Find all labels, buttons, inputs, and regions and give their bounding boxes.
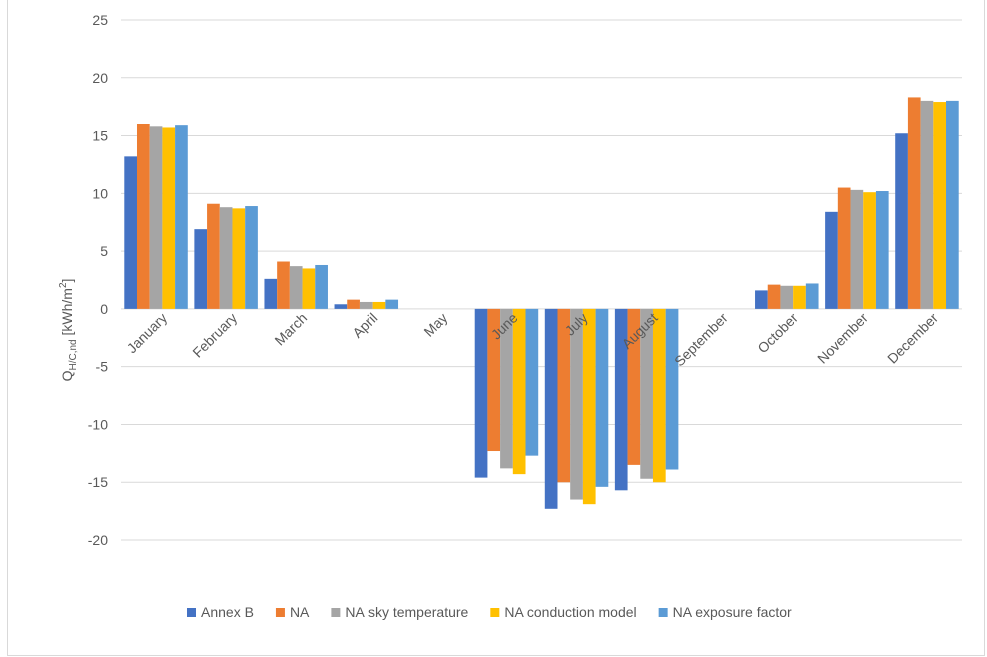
bar xyxy=(907,97,921,309)
bar xyxy=(920,100,934,309)
bar xyxy=(805,283,819,309)
bar xyxy=(162,127,176,309)
legend-label: NA conduction model xyxy=(504,604,636,620)
bar xyxy=(124,156,137,309)
bar xyxy=(334,304,348,309)
category-label: February xyxy=(189,310,240,361)
bar xyxy=(194,229,208,309)
bar xyxy=(640,308,653,479)
bar xyxy=(232,208,246,309)
bar xyxy=(570,308,583,500)
bar xyxy=(850,189,864,309)
bar xyxy=(207,203,220,309)
bar xyxy=(665,308,679,470)
y-tick-label: -10 xyxy=(88,416,108,432)
category-label: October xyxy=(754,309,801,356)
bar xyxy=(627,308,641,465)
legend: Annex B NA NA sky temperature NA conduction… xyxy=(187,604,792,620)
y-tick-label: 25 xyxy=(92,12,108,28)
bar xyxy=(544,308,558,509)
bar xyxy=(359,301,373,309)
bar xyxy=(825,211,838,309)
category-label: November xyxy=(814,309,871,366)
y-tick-label: 0 xyxy=(100,301,108,317)
bar xyxy=(895,133,908,309)
bar xyxy=(487,308,501,452)
category-label: April xyxy=(349,310,380,341)
bar xyxy=(500,308,513,469)
bar xyxy=(863,192,876,309)
legend-swatch xyxy=(490,608,500,617)
bar xyxy=(474,308,488,478)
legend-swatch xyxy=(331,608,341,617)
bar xyxy=(767,284,781,309)
bar xyxy=(614,308,628,491)
bar xyxy=(582,308,596,505)
bar xyxy=(219,207,233,309)
bar xyxy=(933,102,947,309)
y-tick-label: -5 xyxy=(96,359,109,375)
bar xyxy=(780,285,794,309)
legend-swatch xyxy=(187,608,196,617)
bar xyxy=(525,308,539,456)
legend-label: NA sky temperature xyxy=(345,604,468,620)
bar xyxy=(595,308,609,487)
y-tick-label: 15 xyxy=(92,128,108,144)
bar xyxy=(875,191,889,309)
y-tick-label: -15 xyxy=(88,474,108,490)
bar xyxy=(136,124,150,309)
y-tick-label: 20 xyxy=(92,70,108,86)
bar xyxy=(149,126,163,309)
bar xyxy=(175,125,188,309)
bar xyxy=(277,261,290,309)
bar xyxy=(793,285,806,309)
y-axis-label: QH/C,nd [kWh/m2] xyxy=(58,279,79,382)
legend-label: NA exposure factor xyxy=(673,604,792,620)
y-tick-label: -20 xyxy=(88,532,108,548)
bar xyxy=(315,264,328,309)
bar xyxy=(512,308,526,475)
y-tick-label: 10 xyxy=(92,185,108,201)
legend-swatch xyxy=(658,608,668,617)
y-tick-label: 5 xyxy=(100,243,108,259)
bar xyxy=(302,268,316,309)
bars xyxy=(124,97,959,509)
legend-label: NA xyxy=(290,604,310,620)
bar xyxy=(946,100,959,309)
bar xyxy=(289,266,303,309)
bar xyxy=(372,301,386,309)
legend-label: Annex B xyxy=(201,604,254,620)
bar xyxy=(755,290,768,309)
bar xyxy=(264,278,278,309)
bar xyxy=(557,308,571,483)
bar xyxy=(347,299,360,309)
category-label: September xyxy=(671,309,731,369)
chart-frame xyxy=(7,0,985,656)
gridlines xyxy=(121,19,962,541)
category-label: March xyxy=(272,310,311,349)
category-label: January xyxy=(124,310,171,357)
bar xyxy=(245,206,258,309)
bar xyxy=(837,187,851,309)
bar xyxy=(385,299,399,309)
y-tick-labels: -20 -15 -10 -5 0 5 10 15 20 25 xyxy=(88,12,108,548)
bar xyxy=(652,308,666,483)
legend-swatch xyxy=(275,608,285,617)
category-label: May xyxy=(420,310,450,340)
category-label: December xyxy=(884,309,941,366)
